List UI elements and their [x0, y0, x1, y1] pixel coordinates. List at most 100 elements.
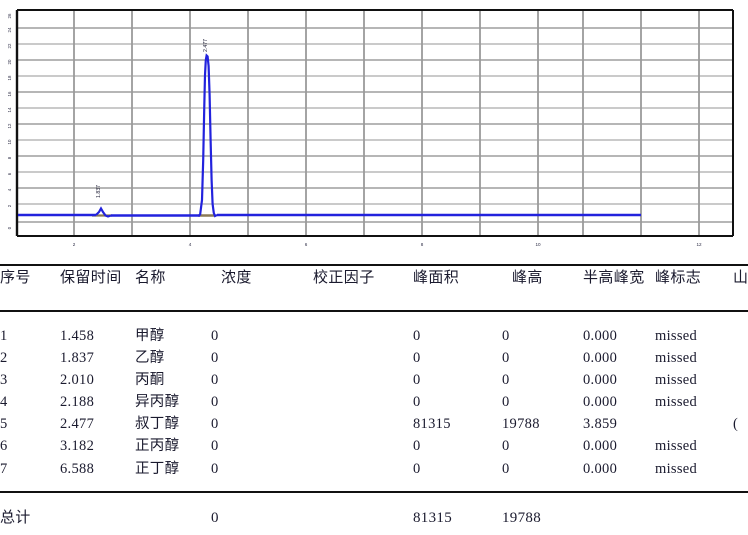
cell-correction-factor [303, 390, 413, 412]
cell-compound-name: 异丙醇 [135, 394, 180, 411]
cell-peak-height: 0 [502, 328, 510, 344]
cell-concentration: 0 [211, 372, 219, 389]
chromatogram-trace [18, 53, 641, 218]
cell-peak-height: 0 [502, 438, 510, 455]
svg-text:8: 8 [421, 242, 424, 247]
cell-peak-area: 0 [413, 460, 421, 477]
svg-text:20: 20 [7, 59, 12, 64]
table-row[interactable]: 6 3.182 正丙醇 0 0 0 0.000 missed [0, 434, 748, 456]
cell-correction-factor [303, 434, 413, 456]
cell-half-width: 0.000 [583, 394, 618, 411]
peak-results-table: 序号 保留时间 名称 浓度 校正因子 峰面积 峰高 半高峰宽 峰标志 山 1 1… [0, 264, 748, 531]
column-header-retention[interactable]: 保留时间 [60, 270, 122, 286]
svg-text:2: 2 [73, 242, 76, 247]
cell-peak-mark: missed [655, 394, 698, 411]
cell-peak-height: 19788 [502, 416, 540, 433]
cell-concentration: 0 [211, 394, 219, 411]
chromatogram-panel[interactable]: 26 24 22 20 18 16 14 12 10 8 6 4 2 0 2 4… [0, 0, 748, 256]
total-truncated [733, 492, 748, 531]
table-spacer [0, 479, 748, 492]
svg-text:10: 10 [7, 139, 12, 144]
cell-truncated [733, 434, 748, 456]
cell-retention-time: 2.477 [60, 416, 95, 433]
cell-compound-name: 甲醇 [135, 328, 165, 344]
cell-peak-height: 0 [502, 350, 510, 367]
cell-correction-factor [303, 324, 413, 346]
cell-peak-height: 0 [502, 372, 510, 389]
svg-text:24: 24 [7, 27, 12, 32]
cell-index: 4 [0, 394, 8, 411]
cell-index: 1 [0, 328, 8, 344]
x-axis-tick-labels: 2 4 6 8 10 12 [73, 242, 702, 247]
column-header-truncated[interactable]: 山 [733, 270, 748, 286]
cell-peak-area: 0 [413, 438, 421, 455]
cell-index: 3 [0, 372, 8, 389]
cell-truncated [733, 368, 748, 390]
cell-compound-name: 乙醇 [135, 350, 165, 367]
cell-index: 5 [0, 416, 8, 433]
svg-text:6: 6 [305, 242, 308, 247]
cell-compound-name: 正丙醇 [135, 438, 180, 455]
total-row-label: 总计 [0, 509, 31, 526]
table-row[interactable]: 5 2.477 叔丁醇 0 81315 19788 3.859 ( [0, 412, 748, 434]
cell-peak-mark: missed [655, 350, 698, 367]
column-header-half-width[interactable]: 半高峰宽 [583, 270, 645, 286]
column-header-concentration[interactable]: 浓度 [221, 270, 252, 286]
vertical-gridlines [73, 10, 700, 236]
cell-peak-mark: missed [655, 460, 698, 477]
column-header-correction-factor[interactable]: 校正因子 [313, 270, 375, 286]
column-header-peak-mark[interactable]: 峰标志 [655, 270, 702, 286]
total-peak-area: 81315 [413, 509, 452, 526]
cell-half-width: 0.000 [583, 438, 618, 455]
cell-peak-area: 81315 [413, 416, 451, 433]
total-peak-height: 19788 [502, 509, 541, 526]
table-body: 1 1.458 甲醇 0 0 0 0.000 missed 2 1.837 乙醇… [0, 311, 748, 492]
cell-retention-time: 3.182 [60, 438, 95, 455]
svg-text:10: 10 [535, 242, 541, 247]
total-half-width [583, 492, 655, 531]
y-axis-tick-labels: 26 24 22 20 18 16 14 12 10 8 6 4 2 0 [7, 13, 12, 229]
column-header-name[interactable]: 名称 [135, 270, 166, 286]
peak-results-table-panel[interactable]: 序号 保留时间 名称 浓度 校正因子 峰面积 峰高 半高峰宽 峰标志 山 1 1… [0, 264, 748, 535]
plot-frame [15, 9, 734, 237]
chromatogram-plot[interactable]: 26 24 22 20 18 16 14 12 10 8 6 4 2 0 2 4… [0, 0, 748, 256]
cell-concentration: 0 [211, 416, 219, 433]
table-spacer [0, 311, 748, 324]
cell-truncated [733, 346, 748, 368]
cell-half-width: 0.000 [583, 350, 618, 367]
cell-retention-time: 1.837 [60, 350, 95, 367]
cell-peak-area: 0 [413, 394, 421, 411]
cell-correction-factor [303, 457, 413, 479]
cell-truncated [733, 390, 748, 412]
plot-background [17, 10, 733, 236]
cell-half-width: 0.000 [583, 328, 618, 344]
cell-concentration: 0 [211, 438, 219, 455]
table-row[interactable]: 3 2.010 丙酮 0 0 0 0.000 missed [0, 368, 748, 390]
cell-truncated [733, 324, 748, 346]
table-row[interactable]: 4 2.188 异丙醇 0 0 0 0.000 missed [0, 390, 748, 412]
column-header-index[interactable]: 序号 [0, 270, 31, 286]
cell-peak-area: 0 [413, 372, 421, 389]
cell-concentration: 0 [211, 460, 219, 477]
svg-text:2: 2 [7, 204, 12, 207]
total-concentration: 0 [211, 509, 219, 526]
cell-peak-height: 0 [502, 460, 510, 477]
cell-correction-factor [303, 368, 413, 390]
column-header-peak-area[interactable]: 峰面积 [413, 270, 460, 286]
column-header-peak-height[interactable]: 峰高 [512, 270, 543, 286]
table-header: 序号 保留时间 名称 浓度 校正因子 峰面积 峰高 半高峰宽 峰标志 山 [0, 265, 748, 311]
cell-peak-mark: missed [655, 438, 698, 455]
cell-half-width: 0.000 [583, 372, 618, 389]
svg-text:22: 22 [7, 43, 12, 48]
cell-index: 7 [0, 460, 8, 477]
cell-index: 2 [0, 350, 8, 367]
cell-peak-height: 0 [502, 394, 510, 411]
table-row[interactable]: 2 1.837 乙醇 0 0 0 0.000 missed [0, 346, 748, 368]
cell-half-width: 3.859 [583, 416, 618, 433]
cell-peak-mark [655, 412, 733, 434]
table-row[interactable]: 7 6.588 正丁醇 0 0 0 0.000 missed [0, 457, 748, 479]
cell-retention-time: 2.188 [60, 394, 95, 411]
svg-text:12: 12 [7, 123, 12, 128]
svg-text:16: 16 [7, 91, 12, 96]
table-row[interactable]: 1 1.458 甲醇 0 0 0 0.000 missed [0, 324, 748, 346]
